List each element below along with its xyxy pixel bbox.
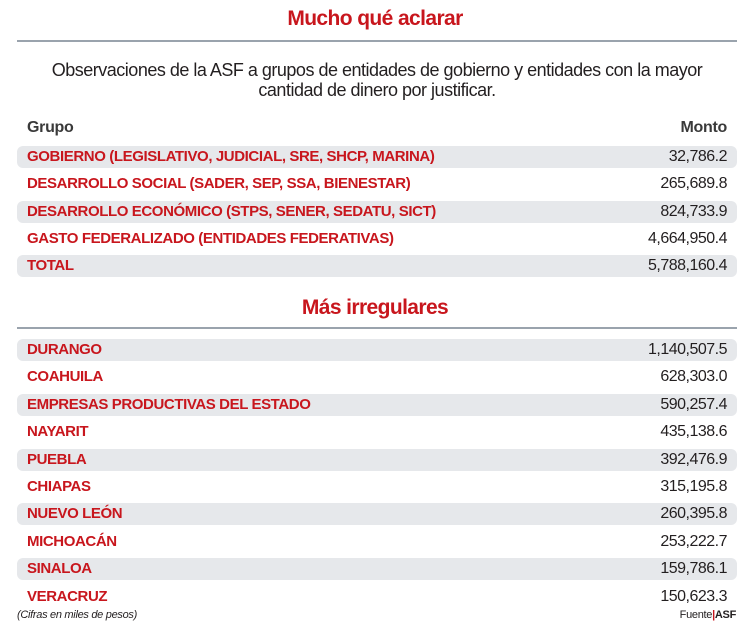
table-row: DESARROLLO SOCIAL (SADER, SEP, SSA, BIEN…	[17, 173, 737, 195]
row-label: DURANGO	[27, 341, 102, 358]
table-row: GOBIERNO (LEGISLATIVO, JUDICIAL, SRE, SH…	[17, 146, 737, 168]
row-value: 1,140,507.5	[647, 341, 728, 358]
row-label: DESARROLLO ECONÓMICO (STPS, SENER, SEDAT…	[27, 202, 436, 220]
source-name: ASF	[714, 609, 736, 621]
table-row: NAYARIT 435,138.6	[17, 421, 737, 443]
row-value: 4,664,950.4	[647, 229, 728, 247]
row-label: SINALOA	[27, 560, 92, 578]
row-value: 435,138.6	[660, 423, 727, 441]
units-note: (Cifras en miles de pesos)	[17, 609, 137, 621]
row-value: 260,395.8	[660, 505, 727, 523]
row-label: NAYARIT	[27, 423, 89, 441]
table-row: PUEBLA 392,476.9	[17, 448, 737, 471]
table-row: VERACRUZ 150,623.3	[17, 586, 737, 608]
row-label: VERACRUZ	[27, 587, 108, 605]
table-row: TOTAL 5,788,160.4	[17, 255, 737, 278]
row-label: TOTAL	[27, 257, 74, 275]
row-value: 628,303.0	[660, 368, 727, 386]
row-label: DESARROLLO SOCIAL (SADER, SEP, SSA, BIEN…	[27, 175, 411, 193]
table-row: COAHUILA 628,303.0	[17, 366, 737, 388]
row-value: 150,623.3	[660, 587, 727, 605]
row-value: 265,689.8	[660, 175, 727, 193]
row-label: MICHOACÁN	[27, 532, 117, 550]
row-value: 590,257.4	[660, 395, 727, 413]
title-rule	[17, 40, 737, 42]
table-row: CHIAPAS 315,195.8	[17, 476, 737, 498]
table-row: DESARROLLO ECONÓMICO (STPS, SENER, SEDAT…	[17, 200, 737, 223]
row-value: 5,788,160.4	[647, 257, 728, 275]
main-title: Mucho qué aclarar	[287, 7, 463, 30]
row-label: CHIAPAS	[27, 478, 91, 495]
row-label: EMPRESAS PRODUCTIVAS DEL ESTADO	[27, 395, 311, 413]
source-label: Fuente	[679, 609, 713, 621]
subtitle: Observaciones de la ASF a grupos de enti…	[51, 60, 703, 100]
row-label: COAHUILA	[27, 368, 103, 386]
table-row: MICHOACÁN 253,222.7	[17, 531, 737, 553]
row-label: PUEBLA	[27, 450, 87, 468]
table-row: DURANGO 1,140,507.5	[17, 339, 737, 361]
section-title: Más irregulares	[301, 296, 449, 319]
row-value: 159,786.1	[660, 560, 727, 578]
row-value: 824,733.9	[660, 202, 727, 220]
row-value: 315,195.8	[660, 478, 727, 495]
row-value: 253,222.7	[660, 532, 727, 550]
row-label: GOBIERNO (LEGISLATIVO, JUDICIAL, SRE, SH…	[27, 148, 435, 165]
table-row: EMPRESAS PRODUCTIVAS DEL ESTADO 590,257.4	[17, 393, 737, 416]
table-row: NUEVO LEÓN 260,395.8	[17, 503, 737, 526]
table-row: GASTO FEDERALIZADO (ENTIDADES FEDERATIVA…	[17, 228, 737, 250]
row-value: 392,476.9	[660, 450, 727, 468]
column-header-monto: Monto	[680, 119, 728, 136]
source-credit: Fuente|ASF	[679, 609, 737, 621]
row-label: NUEVO LEÓN	[27, 505, 123, 523]
row-value: 32,786.2	[668, 148, 728, 165]
row-label: GASTO FEDERALIZADO (ENTIDADES FEDERATIVA…	[27, 229, 394, 247]
column-header-grupo: Grupo	[27, 119, 74, 136]
table-row: SINALOA 159,786.1	[17, 558, 737, 581]
section-rule	[17, 327, 737, 329]
